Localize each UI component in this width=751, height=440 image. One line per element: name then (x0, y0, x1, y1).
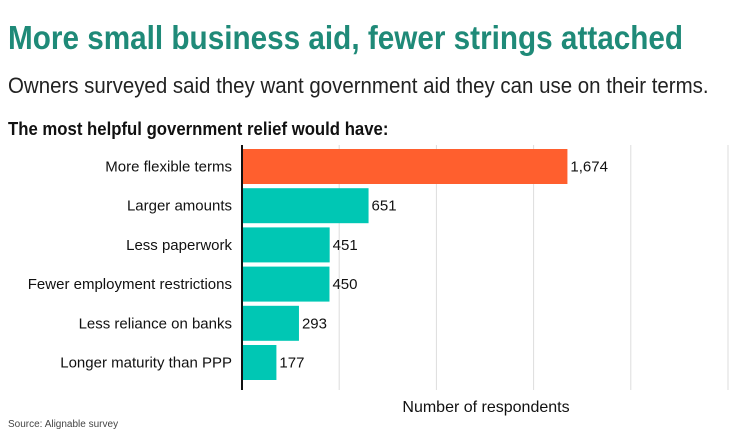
chart-title: The most helpful government relief would… (8, 119, 389, 139)
value-label: 651 (372, 198, 397, 215)
category-label: Longer maturity than PPP (60, 355, 232, 372)
category-label: Less reliance on banks (79, 315, 232, 332)
page-title: More small business aid, fewer strings a… (8, 19, 684, 56)
value-label: 451 (333, 237, 358, 254)
value-label: 450 (332, 276, 357, 293)
value-label: 293 (302, 315, 327, 332)
value-labels: 1,674 651 451 450 293 177 (279, 159, 608, 372)
category-labels: More flexible terms Larger amounts Less pa… (28, 159, 233, 372)
bar (242, 305, 299, 341)
bars (242, 149, 568, 380)
bar (242, 345, 277, 380)
bar (242, 188, 369, 224)
category-label: Less paperwork (126, 237, 232, 254)
grid-lines (338, 145, 729, 390)
subtitle: Owners surveyed said they want governmen… (8, 73, 709, 98)
category-label: More flexible terms (105, 159, 232, 176)
category-label: Larger amounts (127, 198, 232, 215)
value-label: 1,674 (570, 159, 608, 176)
source-note: Source: Alignable survey (8, 419, 119, 430)
x-axis-title: Number of respondents (402, 399, 569, 416)
bar (242, 266, 330, 302)
value-label: 177 (279, 355, 304, 372)
category-label: Fewer employment restrictions (28, 276, 232, 293)
bar (242, 149, 568, 184)
bar (242, 227, 330, 263)
